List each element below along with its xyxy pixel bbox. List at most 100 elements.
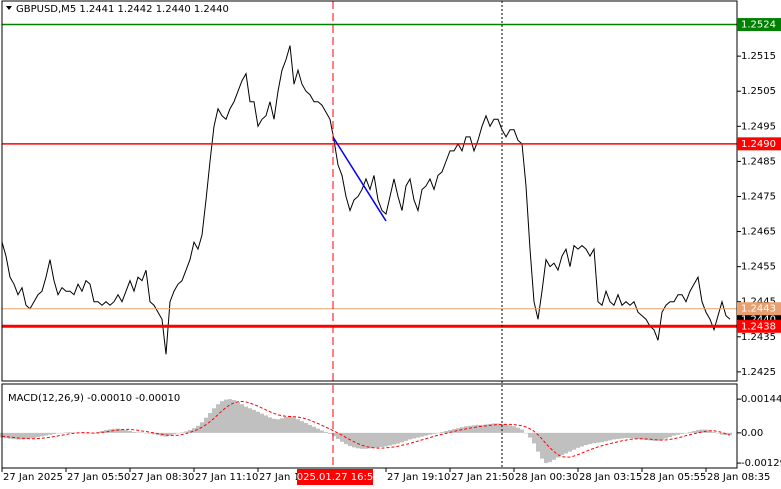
macd-bar — [644, 432, 648, 440]
macd-bar — [12, 432, 16, 440]
macd-bar — [188, 430, 192, 433]
macd-bar — [400, 432, 404, 443]
x-tick-label: 28 Jan 03:15 — [579, 472, 642, 483]
macd-bar — [128, 430, 132, 433]
y-tick-label: 1.2465 — [741, 227, 776, 238]
macd-bar — [420, 432, 424, 437]
macd-bar — [524, 432, 528, 434]
macd-bar — [496, 423, 500, 433]
y-tick-label: 1.2505 — [741, 86, 776, 97]
y-tick-label: 0.00144 — [741, 394, 781, 405]
macd-bar — [516, 427, 520, 433]
macd-bar — [16, 432, 20, 440]
macd-bar — [380, 432, 384, 447]
macd-bar — [476, 424, 480, 433]
x-tick-label: 28 Jan 00:30 — [515, 472, 578, 483]
macd-bar — [168, 432, 172, 436]
macd-bar — [240, 404, 244, 433]
y-tick-label: 1.2515 — [741, 51, 776, 62]
macd-bar — [52, 432, 56, 435]
price-panel-border — [1, 0, 738, 382]
macd-bar — [268, 417, 272, 433]
x-tick-label: 27 Jan 19:10 — [387, 472, 450, 483]
macd-bar — [484, 424, 488, 433]
macd-bar — [556, 432, 560, 458]
macd-bar — [8, 432, 12, 439]
macd-bar — [448, 430, 452, 433]
macd-bar — [332, 432, 336, 437]
macd-bar — [376, 432, 380, 448]
macd-bar — [560, 432, 564, 456]
macd-bar — [596, 432, 600, 443]
macd-bar — [720, 432, 724, 435]
macd-bar — [116, 428, 120, 433]
price-badge — [737, 18, 781, 32]
macd-bar — [260, 413, 264, 433]
macd-bar — [280, 418, 284, 433]
x-tick-label: 27 Jan 21:50 — [451, 472, 514, 483]
macd-bar — [404, 432, 408, 441]
macd-bar — [576, 432, 580, 448]
macd-bar — [696, 430, 700, 433]
macd-bar — [352, 432, 356, 448]
macd-bar — [656, 432, 660, 441]
macd-bar — [652, 432, 656, 441]
macd-bar — [244, 406, 248, 433]
macd-bar — [552, 432, 556, 460]
x-tick-label: 28 Jan 05:55 — [643, 472, 706, 483]
macd-bar — [620, 432, 624, 439]
macd-bar — [356, 432, 360, 449]
macd-bar — [144, 432, 148, 434]
macd-bar — [228, 399, 232, 433]
macd-bar — [292, 417, 296, 433]
macd-bar — [520, 429, 524, 433]
macd-bar — [184, 431, 188, 433]
macd-bar — [148, 432, 152, 434]
y-tick-label: 0.00 — [741, 428, 763, 439]
macd-bar — [668, 432, 672, 438]
macd-panel — [0, 399, 732, 464]
macd-bar — [216, 404, 220, 433]
macd-bar — [616, 432, 620, 439]
macd-bar — [504, 424, 508, 433]
macd-bar — [40, 432, 44, 437]
macd-bar — [512, 426, 516, 433]
y-tick-label: 1.2425 — [741, 367, 776, 378]
macd-bar — [264, 415, 268, 433]
macd-bar — [508, 425, 512, 433]
macd-bar — [252, 409, 256, 433]
macd-bar — [88, 432, 92, 434]
price-panel — [1, 23, 737, 355]
macd-bar — [600, 432, 604, 443]
macd-bar — [712, 431, 716, 433]
macd-bar — [464, 426, 468, 433]
macd-bar — [580, 432, 584, 447]
axes: 1.2425 1.2435 1.2445 1.2455 1.2465 1.2475 1.24… — [1, 18, 781, 483]
macd-bar — [140, 432, 144, 433]
x-tick-label: 27 Jan 2025 — [3, 472, 63, 483]
macd-bar — [316, 428, 320, 433]
y-tick-label: 1.2475 — [741, 191, 776, 202]
macd-bar — [568, 432, 572, 452]
macd-bar — [452, 429, 456, 433]
macd-bar — [276, 419, 280, 433]
macd-bar — [312, 426, 316, 433]
macd-bar — [108, 429, 112, 433]
price-badge — [737, 302, 781, 316]
macd-bar — [224, 399, 228, 433]
macd-bar — [308, 424, 312, 433]
macd-bar — [368, 432, 372, 449]
menu-arrow[interactable] — [6, 6, 12, 10]
macd-bar — [584, 432, 588, 446]
macd-bar — [632, 432, 636, 439]
macd-bar — [564, 432, 568, 454]
y-tick-label: 1.2455 — [741, 262, 776, 273]
macd-bar — [424, 432, 428, 436]
y-tick-label: 1.2495 — [741, 121, 776, 132]
price-badge-label: 1.2443 — [741, 304, 776, 315]
macd-bar — [396, 432, 400, 444]
macd-bar — [360, 432, 364, 449]
macd-bar — [36, 432, 40, 438]
macd-bar — [692, 430, 696, 433]
macd-bar — [68, 432, 72, 433]
